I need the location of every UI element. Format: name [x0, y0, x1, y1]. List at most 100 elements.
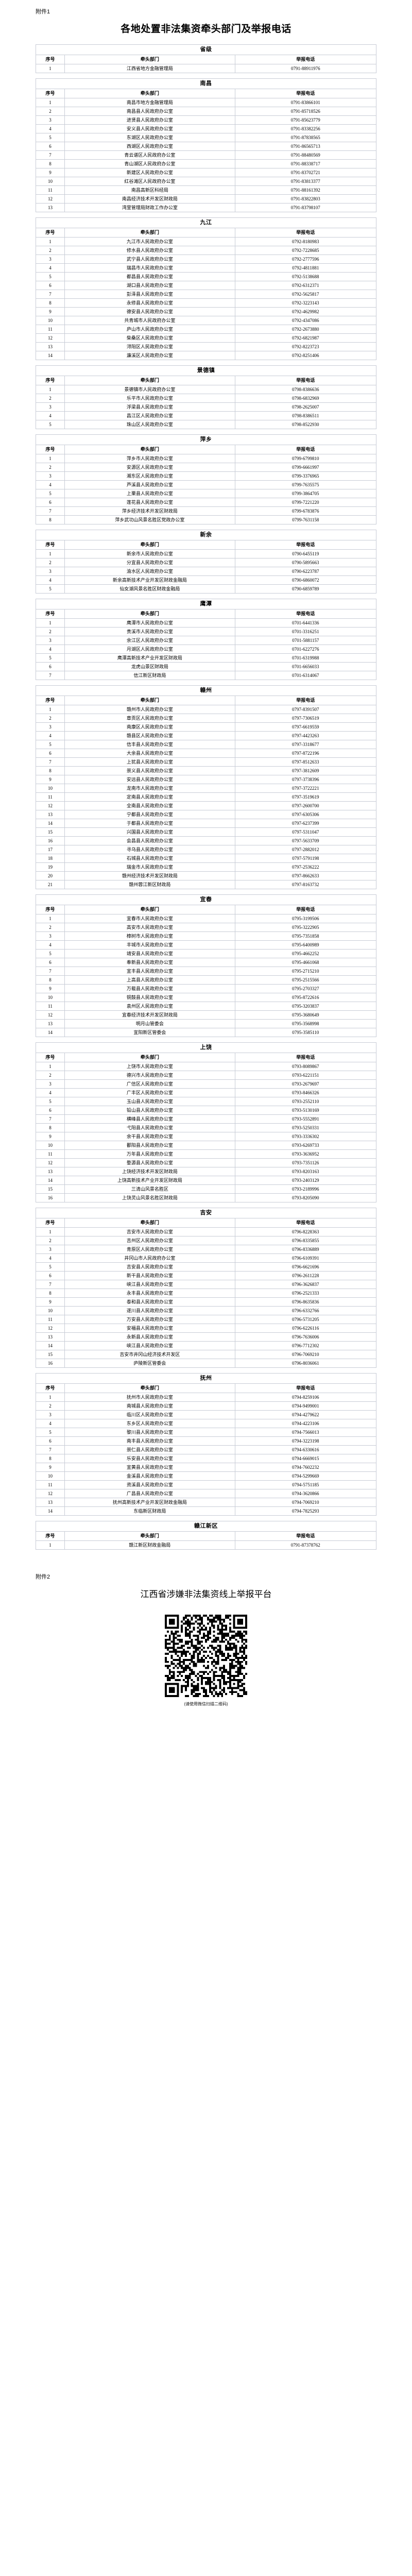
table-row: 14 上饶高新技术产业开发区财政局 0793-2403129	[35, 1176, 377, 1185]
table-row: 1 赣江新区财政金融局 0791-87378762	[35, 1540, 377, 1550]
cell-department: 吉安县人民政府办公室	[64, 1262, 235, 1272]
table-row: 12 婺源县人民政府办公室 0793-7351126	[35, 1158, 377, 1167]
column-header-phone: 举报电话	[234, 540, 377, 550]
table-row: 5 仙女湖风景名胜区财政金融局 0790-6859789	[35, 584, 377, 594]
cell-department: 青云谱区人民政府办公室	[64, 150, 235, 160]
cell-department: 赣州经济技术开发区财政局	[64, 871, 235, 880]
region-title-row: 宜春	[36, 894, 376, 905]
table-row: 4 井冈山市人民政府办公室 0796-6109391	[35, 1253, 377, 1263]
cell-index: 3	[35, 1245, 65, 1254]
region-title-row: 上饶	[36, 1042, 376, 1053]
cell-index: 14	[35, 1341, 65, 1350]
region-title-row: 南昌	[36, 78, 376, 89]
cell-department: 九江市人民政府办公室	[64, 237, 235, 246]
table-row: 4 赣县区人民政府办公室 0797-4423263	[35, 731, 377, 740]
cell-department: 兴国县人民政府办公室	[64, 827, 235, 837]
table-row: 7 横峰县人民政府办公室 0793-5552891	[35, 1114, 377, 1124]
cell-phone: 0799-3864705	[234, 489, 377, 498]
cell-index: 4	[35, 731, 65, 740]
column-header-phone: 举报电话	[234, 376, 377, 385]
cell-phone: 0792-5625817	[234, 290, 377, 299]
table-row: 16 庐陵新区管委会 0796-8036061	[35, 1359, 377, 1368]
cell-phone: 0793-3336302	[234, 1132, 377, 1141]
cell-index: 11	[35, 1002, 65, 1011]
qr-area: (请使用微信扫描二维码)	[0, 1615, 412, 1707]
cell-index: 13	[35, 810, 65, 819]
cell-index: 2	[35, 246, 65, 255]
cell-phone: 0797-2536222	[234, 862, 377, 872]
cell-index: 1	[35, 385, 65, 394]
region-title: 省级	[36, 44, 376, 55]
cell-phone: 0792-2777596	[234, 255, 377, 264]
table-row: 13 宁都县人民政府办公室 0797-6305306	[35, 810, 377, 819]
cell-index: 6	[35, 498, 65, 507]
cell-index: 9	[35, 1297, 65, 1307]
table-row: 13 永新县人民政府办公室 0796-7636006	[35, 1332, 377, 1342]
cell-phone: 0791-83822803	[234, 194, 377, 204]
column-header-row: 序号 牵头部门 举报电话	[35, 1218, 377, 1228]
cell-index: 15	[35, 1350, 65, 1359]
region-title-row: 赣州	[36, 685, 376, 696]
cell-department: 奉新县人民政府办公室	[64, 958, 235, 967]
region-table: 抚州 序号 牵头部门 举报电话 1 抚州市人民政府办公室 0794-8259106 2 南城县人…	[35, 1373, 377, 1516]
cell-index: 14	[35, 819, 65, 828]
cell-phone: 0793-8089867	[234, 1062, 377, 1071]
cell-phone: 0797-4423263	[234, 731, 377, 740]
cell-department: 宜阳新区管委会	[64, 1028, 235, 1037]
cell-phone: 0799-7635575	[234, 480, 377, 489]
cell-phone: 0796-2521333	[234, 1289, 377, 1298]
cell-phone: 0798-8386636	[234, 385, 377, 394]
cell-phone: 0795-8722616	[234, 993, 377, 1002]
table-row: 5 珠山区人民政府办公室 0798-8522930	[35, 420, 377, 429]
cell-phone: 0791-83866101	[234, 98, 377, 107]
cell-department: 湾里管理局财政工作办公室	[64, 203, 235, 212]
cell-index: 13	[35, 1019, 65, 1028]
cell-department: 黎川县人民政府办公室	[64, 1428, 235, 1437]
cell-index: 7	[35, 1114, 65, 1124]
cell-index: 5	[35, 420, 65, 429]
cell-department: 井冈山市人民政府办公室	[64, 1253, 235, 1263]
table-row: 7 萍乡经济技术开发区财政局 0799-6783876	[35, 506, 377, 516]
table-row: 2 修水县人民政府办公室 0792-7228685	[35, 246, 377, 255]
column-header-row: 序号 牵头部门 举报电话	[35, 55, 377, 64]
table-row: 1 景德镇市人民政府办公室 0798-8386636	[35, 385, 377, 394]
cell-phone: 0793-7351126	[234, 1158, 377, 1167]
cell-index: 13	[35, 203, 65, 212]
cell-department: 会昌县人民政府办公室	[64, 836, 235, 845]
cell-department: 铅山县人民政府办公室	[64, 1106, 235, 1115]
table-row: 12 南昌经济技术开发区财政局 0791-83822803	[35, 194, 377, 204]
column-header-department: 牵头部门	[64, 376, 235, 385]
cell-department: 萍乡武功山风景名胜区党政办公室	[64, 515, 235, 524]
table-row: 2 德兴市人民政府办公室 0793-6221151	[35, 1071, 377, 1080]
cell-index: 16	[35, 1359, 65, 1368]
cell-department: 玉山县人民政府办公室	[64, 1097, 235, 1106]
column-header-index: 序号	[35, 89, 65, 98]
table-row: 12 广昌县人民政府办公室 0794-3620866	[35, 1489, 377, 1498]
cell-phone: 0792-4629982	[234, 307, 377, 316]
table-row: 5 都昌县人民政府办公室 0792-5138688	[35, 272, 377, 281]
cell-department: 南城县人民政府办公室	[64, 1401, 235, 1411]
cell-index: 5	[35, 584, 65, 594]
cell-phone: 0795-3680649	[234, 1010, 377, 1020]
table-row: 9 余干县人民政府办公室 0793-3336302	[35, 1132, 377, 1141]
cell-department: 婺源县人民政府办公室	[64, 1158, 235, 1167]
cell-index: 10	[35, 316, 65, 325]
cell-phone: 0795-3222905	[234, 923, 377, 932]
table-row: 11 资溪县人民政府办公室 0794-5751185	[35, 1480, 377, 1489]
cell-phone: 0701-6314067	[234, 671, 377, 680]
cell-index: 6	[35, 662, 65, 671]
cell-phone: 0791-87378762	[234, 1540, 377, 1550]
qr-code-image	[165, 1615, 247, 1697]
cell-index: 10	[35, 1471, 65, 1481]
cell-phone: 0701-3316251	[234, 627, 377, 636]
cell-index: 4	[35, 940, 65, 950]
cell-department: 赣江新区财政金融局	[64, 1540, 235, 1550]
column-header-department: 牵头部门	[64, 905, 235, 914]
cell-index: 4	[35, 124, 65, 133]
cell-phone: 0793-3636952	[234, 1149, 377, 1159]
cell-department: 赣县区人民政府办公室	[64, 731, 235, 740]
cell-index: 1	[35, 618, 65, 628]
region-title: 上饶	[36, 1042, 376, 1053]
cell-department: 南昌县人民政府办公室	[64, 107, 235, 116]
cell-index: 3	[35, 1079, 65, 1089]
